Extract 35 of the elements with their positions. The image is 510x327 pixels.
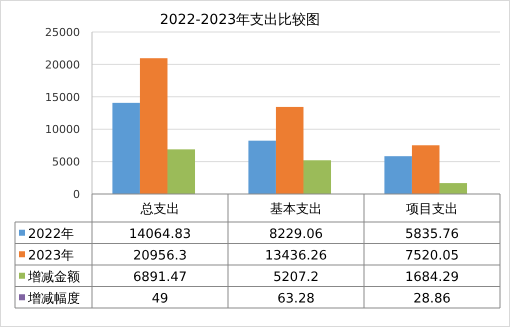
legend-label: 2022年 [28,226,74,242]
bar [384,156,412,194]
bar [412,145,440,194]
data-label: 20956.3 [133,248,187,264]
data-label: 49 [152,291,168,306]
bar [112,102,140,194]
legend-label: 2023年 [28,248,74,264]
bar [439,183,468,194]
data-label: 14064.83 [128,226,192,242]
y-tick-label: 10000 [45,123,80,136]
data-label: 6891.47 [133,270,187,285]
data-label: 5207.2 [273,270,319,285]
data-label: 8229.06 [269,226,323,242]
bar [248,140,276,194]
data-label: 13436.26 [264,248,328,264]
data-label: 7520.05 [405,248,459,264]
y-tick-label: 15000 [45,90,80,104]
x-tick-label: 项目支出 [406,202,458,217]
chart-title: 2022-2023年支出比较图 [160,12,320,28]
bar [140,58,168,194]
data-label: 5835.76 [405,226,459,242]
bar [276,106,304,194]
bar [167,149,196,194]
legend-label: 增减幅度 [27,290,80,306]
bar [303,160,332,194]
legend-label: 增减金额 [27,270,80,285]
data-label: 28.86 [413,291,451,306]
x-tick-label: 总支出 [140,202,180,217]
y-tick-label: 25000 [45,26,80,39]
data-label: 1684.29 [405,270,459,285]
y-tick-label: 0 [73,188,80,201]
y-tick-label: 20000 [45,58,80,72]
data-label: 63.28 [277,291,315,306]
x-tick-label: 基本支出 [270,202,322,217]
y-tick-label: 5000 [52,156,80,169]
